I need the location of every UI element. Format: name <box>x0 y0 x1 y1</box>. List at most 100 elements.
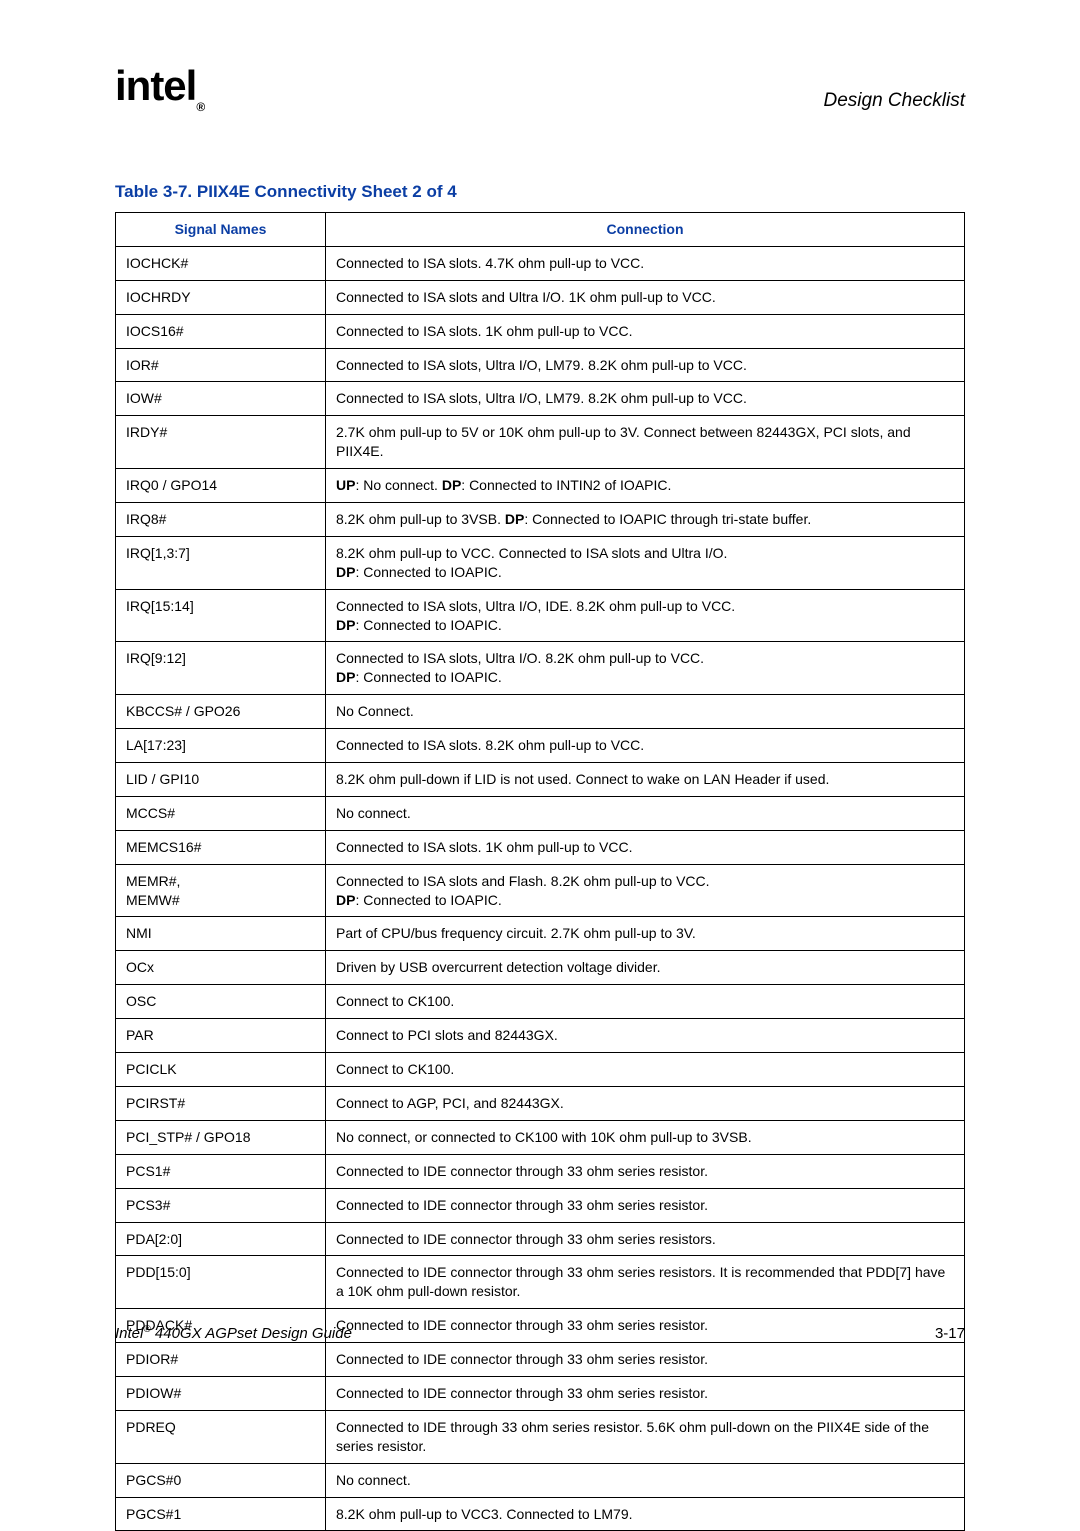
cell-connection: Connect to PCI slots and 82443GX. <box>326 1019 965 1053</box>
page: intel® Design Checklist Table 3-7. PIIX4… <box>0 0 1080 1397</box>
cell-connection: Connected to ISA slots. 1K ohm pull-up t… <box>326 830 965 864</box>
table-row: OSCConnect to CK100. <box>116 985 965 1019</box>
cell-connection: No connect. <box>326 1463 965 1497</box>
table-row: PDD[15:0]Connected to IDE connector thro… <box>116 1256 965 1309</box>
table-row: PARConnect to PCI slots and 82443GX. <box>116 1019 965 1053</box>
cell-connection: 8.2K ohm pull-up to VCC3. Connected to L… <box>326 1497 965 1531</box>
cell-signal: IOR# <box>116 348 326 382</box>
cell-signal: PDD[15:0] <box>116 1256 326 1309</box>
footer-reg-mark: ® <box>143 1324 150 1335</box>
cell-connection: Connected to ISA slots, Ultra I/O. 8.2K … <box>326 642 965 695</box>
cell-connection: Connect to CK100. <box>326 985 965 1019</box>
bold-label: DP <box>336 669 355 685</box>
cell-connection: 2.7K ohm pull-up to 5V or 10K ohm pull-u… <box>326 416 965 469</box>
cell-signal: OCx <box>116 951 326 985</box>
table-row: PCI_STP# / GPO18No connect, or connected… <box>116 1120 965 1154</box>
cell-connection: Connected to ISA slots and Ultra I/O. 1K… <box>326 280 965 314</box>
logo-reg-mark: ® <box>196 100 204 114</box>
table-row: IOW#Connected to ISA slots, Ultra I/O, L… <box>116 382 965 416</box>
table-row: PDIOW#Connected to IDE connector through… <box>116 1376 965 1410</box>
cell-connection: Connect to CK100. <box>326 1053 965 1087</box>
cell-signal: LID / GPI10 <box>116 763 326 797</box>
table-caption: Table 3-7. PIIX4E Connectivity Sheet 2 o… <box>115 182 965 202</box>
cell-signal: PCICLK <box>116 1053 326 1087</box>
table-row: PGCS#0No connect. <box>116 1463 965 1497</box>
cell-signal: PDIOW# <box>116 1376 326 1410</box>
cell-signal: MCCS# <box>116 796 326 830</box>
cell-connection: Connected to IDE connector through 33 oh… <box>326 1376 965 1410</box>
intel-logo: intel® <box>115 62 204 112</box>
cell-signal: IRDY# <box>116 416 326 469</box>
bold-label: DP <box>505 511 524 527</box>
table-row: PCS1#Connected to IDE connector through … <box>116 1154 965 1188</box>
cell-connection: Driven by USB overcurrent detection volt… <box>326 951 965 985</box>
cell-connection: 8.2K ohm pull-up to 3VSB. DP: Connected … <box>326 503 965 537</box>
cell-connection: No Connect. <box>326 695 965 729</box>
cell-signal: IRQ0 / GPO14 <box>116 469 326 503</box>
cell-connection: 8.2K ohm pull-up to VCC. Connected to IS… <box>326 536 965 589</box>
table-row: IOR#Connected to ISA slots, Ultra I/O, L… <box>116 348 965 382</box>
cell-signal: IOW# <box>116 382 326 416</box>
cell-signal: MEMCS16# <box>116 830 326 864</box>
table-row: PCICLKConnect to CK100. <box>116 1053 965 1087</box>
cell-signal: PCS3# <box>116 1188 326 1222</box>
bold-label: UP <box>336 477 355 493</box>
cell-signal: PGCS#1 <box>116 1497 326 1531</box>
cell-signal: PDREQ <box>116 1410 326 1463</box>
footer-page-number: 3-17 <box>935 1325 965 1342</box>
cell-signal: PDIOR# <box>116 1343 326 1377</box>
cell-connection: Connected to IDE connector through 33 oh… <box>326 1343 965 1377</box>
table-row: PDREQConnected to IDE through 33 ohm ser… <box>116 1410 965 1463</box>
table-row: IOCHRDYConnected to ISA slots and Ultra … <box>116 280 965 314</box>
table-row: PDA[2:0]Connected to IDE connector throu… <box>116 1222 965 1256</box>
table-row: PCS3#Connected to IDE connector through … <box>116 1188 965 1222</box>
bold-label: DP <box>336 564 355 580</box>
cell-connection: 8.2K ohm pull-down if LID is not used. C… <box>326 763 965 797</box>
table-row: IRQ8#8.2K ohm pull-up to 3VSB. DP: Conne… <box>116 503 965 537</box>
bold-label: DP <box>442 477 461 493</box>
page-header: intel® Design Checklist <box>115 60 965 112</box>
bold-label: DP <box>336 617 355 633</box>
cell-signal: IOCHCK# <box>116 246 326 280</box>
table-row: NMIPart of CPU/bus frequency circuit. 2.… <box>116 917 965 951</box>
cell-signal: IRQ[1,3:7] <box>116 536 326 589</box>
table-row: IRQ[15:14]Connected to ISA slots, Ultra … <box>116 589 965 642</box>
table-row: LA[17:23]Connected to ISA slots. 8.2K oh… <box>116 729 965 763</box>
table-row: IOCS16#Connected to ISA slots. 1K ohm pu… <box>116 314 965 348</box>
logo-text: intel <box>115 62 196 109</box>
footer-doc-title: Intel® 440GX AGPset Design Guide <box>115 1324 352 1342</box>
section-title: Design Checklist <box>824 90 966 112</box>
table-row: IRQ[1,3:7]8.2K ohm pull-up to VCC. Conne… <box>116 536 965 589</box>
cell-connection: Connected to ISA slots, Ultra I/O, LM79.… <box>326 348 965 382</box>
cell-connection: Connected to IDE connector through 33 oh… <box>326 1188 965 1222</box>
table-header-row: Signal Names Connection <box>116 213 965 247</box>
cell-signal: MEMR#,MEMW# <box>116 864 326 917</box>
cell-connection: Connected to ISA slots. 4.7K ohm pull-up… <box>326 246 965 280</box>
cell-signal: NMI <box>116 917 326 951</box>
cell-signal: LA[17:23] <box>116 729 326 763</box>
table-row: MEMCS16#Connected to ISA slots. 1K ohm p… <box>116 830 965 864</box>
cell-signal: PCI_STP# / GPO18 <box>116 1120 326 1154</box>
cell-connection: Connected to ISA slots and Flash. 8.2K o… <box>326 864 965 917</box>
col-connection: Connection <box>326 213 965 247</box>
table-row: KBCCS# / GPO26No Connect. <box>116 695 965 729</box>
cell-connection: Connected to IDE through 33 ohm series r… <box>326 1410 965 1463</box>
cell-connection: No connect, or connected to CK100 with 1… <box>326 1120 965 1154</box>
table-row: PGCS#18.2K ohm pull-up to VCC3. Connecte… <box>116 1497 965 1531</box>
cell-signal: KBCCS# / GPO26 <box>116 695 326 729</box>
cell-connection: Connected to ISA slots. 8.2K ohm pull-up… <box>326 729 965 763</box>
cell-connection: Connected to IDE connector through 33 oh… <box>326 1154 965 1188</box>
cell-connection: Connected to ISA slots, Ultra I/O, IDE. … <box>326 589 965 642</box>
table-row: IRDY#2.7K ohm pull-up to 5V or 10K ohm p… <box>116 416 965 469</box>
table-row: IOCHCK#Connected to ISA slots. 4.7K ohm … <box>116 246 965 280</box>
cell-signal: PCIRST# <box>116 1086 326 1120</box>
cell-connection: Part of CPU/bus frequency circuit. 2.7K … <box>326 917 965 951</box>
cell-signal: PCS1# <box>116 1154 326 1188</box>
cell-connection: Connected to IDE connector through 33 oh… <box>326 1256 965 1309</box>
cell-connection: UP: No connect. DP: Connected to INTIN2 … <box>326 469 965 503</box>
table-row: LID / GPI108.2K ohm pull-down if LID is … <box>116 763 965 797</box>
bold-label: DP <box>336 892 355 908</box>
cell-signal: PAR <box>116 1019 326 1053</box>
cell-connection: Connect to AGP, PCI, and 82443GX. <box>326 1086 965 1120</box>
cell-connection: Connected to ISA slots. 1K ohm pull-up t… <box>326 314 965 348</box>
